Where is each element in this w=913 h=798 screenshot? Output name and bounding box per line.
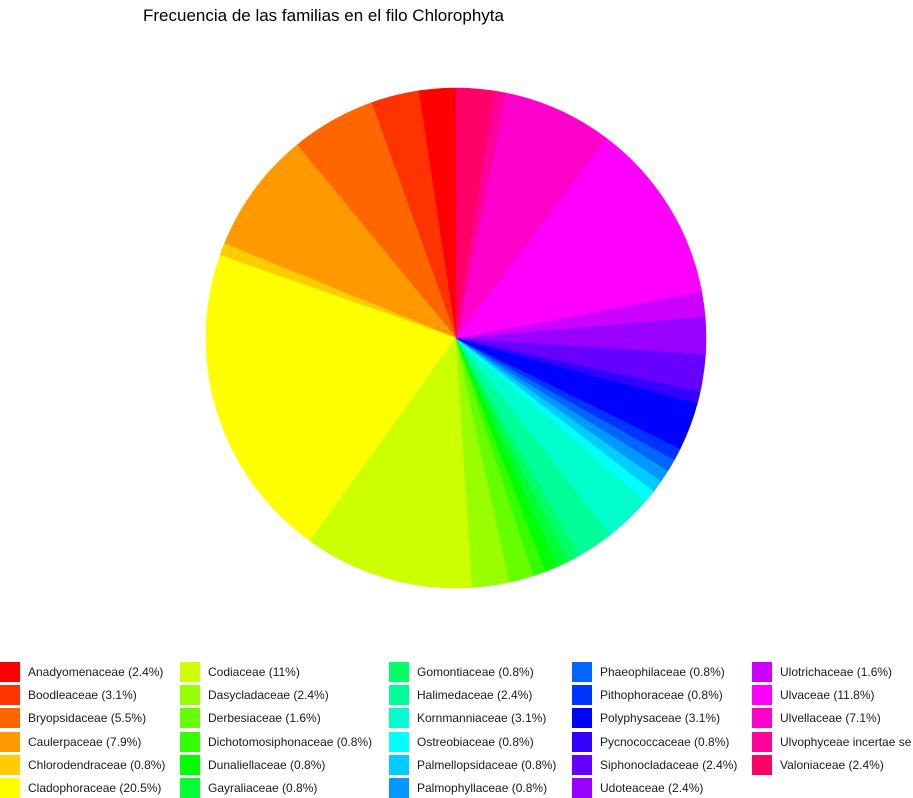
legend-item: Pithophoraceae (0.8%) [572,685,723,706]
legend-label: Dunaliellaceae (0.8%) [208,757,326,772]
legend-swatch [572,662,592,682]
legend-label: Siphonocladaceae (2.4%) [600,757,738,772]
legend-swatch [0,778,20,798]
legend-label: Pithophoraceae (0.8%) [600,688,723,703]
legend-item: Ulotrichaceae (1.6%) [752,662,892,682]
legend-item: Dunaliellaceae (0.8%) [180,754,326,775]
legend-item: Dasycladaceae (2.4%) [180,685,329,706]
legend-item: Ulvellaceae (7.1%) [752,708,881,729]
legend-item: Derbesiaceae (1.6%) [180,708,321,729]
legend-swatch [389,708,409,729]
legend-item: Palmellopsidaceae (0.8%) [389,754,557,775]
legend-swatch [389,662,409,682]
legend-label: Dichotomosiphonaceae (0.8%) [208,734,373,749]
legend-item: Ulvophyceae incertae se [752,731,912,752]
legend-label: Gayraliaceae (0.8%) [208,781,318,795]
legend-item: Boodleaceae (3.1%) [0,685,137,706]
legend-label: Phaeophilaceae (0.8%) [600,665,725,679]
legend-swatch [0,708,20,729]
legend-label: Pycnococcaceae (0.8%) [600,734,730,749]
legend-label: Cladophoraceae (20.5%) [28,781,162,795]
legend-item: Gayraliaceae (0.8%) [180,778,317,798]
legend-item: Palmophyllaceae (0.8%) [389,778,547,798]
legend-label: Palmophyllaceae (0.8%) [417,781,548,795]
legend-swatch [180,731,200,752]
legend-swatch [0,731,20,752]
legend-swatch [0,685,20,706]
legend-label: Codiaceae (11%) [208,665,300,679]
legend-label: Ulvophyceae incertae se [780,734,912,749]
legend-item: Ostreobiaceae (0.8%) [389,731,534,752]
pie-slice [205,255,457,542]
legend-swatch [389,754,409,775]
legend-item: Polyphysaceae (3.1%) [572,708,721,729]
legend-swatch [752,754,772,775]
legend-swatch [180,778,200,798]
legend-swatch [572,685,592,706]
legend-swatch [752,662,772,682]
legend-label: Chlorodendraceae (0.8%) [28,757,166,772]
legend-item: Codiaceae (11%) [180,662,300,682]
legend-label: Anadyomenaceae (2.4%) [28,665,164,679]
legend-label: Caulerpaceae (7.9%) [28,734,142,749]
legend-swatch [389,778,409,798]
legend-swatch [0,754,20,775]
legend-swatch [752,708,772,729]
legend-item: Anadyomenaceae (2.4%) [0,662,163,682]
legend-swatch [389,685,409,706]
legend-swatch [180,754,200,775]
legend-swatch [0,662,20,682]
legend-swatch [389,731,409,752]
legend-label: Ulvaceae (11.8%) [780,688,875,703]
legend-item: Udoteaceae (2.4%) [572,778,703,798]
pie-slice [309,337,473,589]
legend-swatch [752,685,772,706]
legend-item: Pycnococcaceae (0.8%) [572,731,730,752]
legend-item: Ulvaceae (11.8%) [752,685,875,706]
legend-label: Ulotrichaceae (1.6%) [780,665,893,679]
chart-title: Frecuencia de las familias en el filo Ch… [143,6,504,25]
legend-swatch [752,731,772,752]
legend-item: Kornmanniaceae (3.1%) [389,708,547,729]
pie-slice [455,87,494,339]
legend-label: Gomontiaceae (0.8%) [417,665,534,679]
legend-item: Halimedaceae (2.4%) [389,685,533,706]
legend-label: Ulvellaceae (7.1%) [780,711,881,726]
legend-item: Caulerpaceae (7.9%) [0,731,142,752]
legend-swatch [572,731,592,752]
legend-label: Boodleaceae (3.1%) [28,688,137,703]
legend-swatch [180,685,200,706]
legend-label: Derbesiaceae (1.6%) [208,711,321,726]
legend-swatch [180,708,200,729]
legend-swatch [572,778,592,798]
legend-item: Phaeophilaceae (0.8%) [572,662,725,682]
legend-label: Kornmanniaceae (3.1%) [417,711,547,726]
pie-slice [224,144,457,339]
legend-item: Valoniaceae (2.4%) [752,754,884,775]
legend-swatch [572,708,592,729]
legend-label: Dasycladaceae (2.4%) [208,688,329,703]
pie-chart [205,87,707,589]
legend-label: Polyphysaceae (3.1%) [600,711,721,726]
legend-item: Gomontiaceae (0.8%) [389,662,534,682]
legend-label: Bryopsidaceae (5.5%) [28,711,147,726]
legend-label: Ostreobiaceae (0.8%) [417,734,534,749]
legend-item: Chlorodendraceae (0.8%) [0,754,166,775]
legend-label: Halimedaceae (2.4%) [417,688,533,703]
legend-item: Bryopsidaceae (5.5%) [0,708,147,729]
legend-item: Dichotomosiphonaceae (0.8%) [180,731,373,752]
pie-slice [455,137,703,339]
legend-item: Siphonocladaceae (2.4%) [572,754,738,775]
legend-item: Cladophoraceae (20.5%) [0,778,161,798]
legend-label: Palmellopsidaceae (0.8%) [417,757,557,772]
legend-label: Valoniaceae (2.4%) [780,757,884,772]
legend-swatch [180,662,200,682]
legend-swatch [572,754,592,775]
legend-label: Udoteaceae (2.4%) [600,781,704,795]
